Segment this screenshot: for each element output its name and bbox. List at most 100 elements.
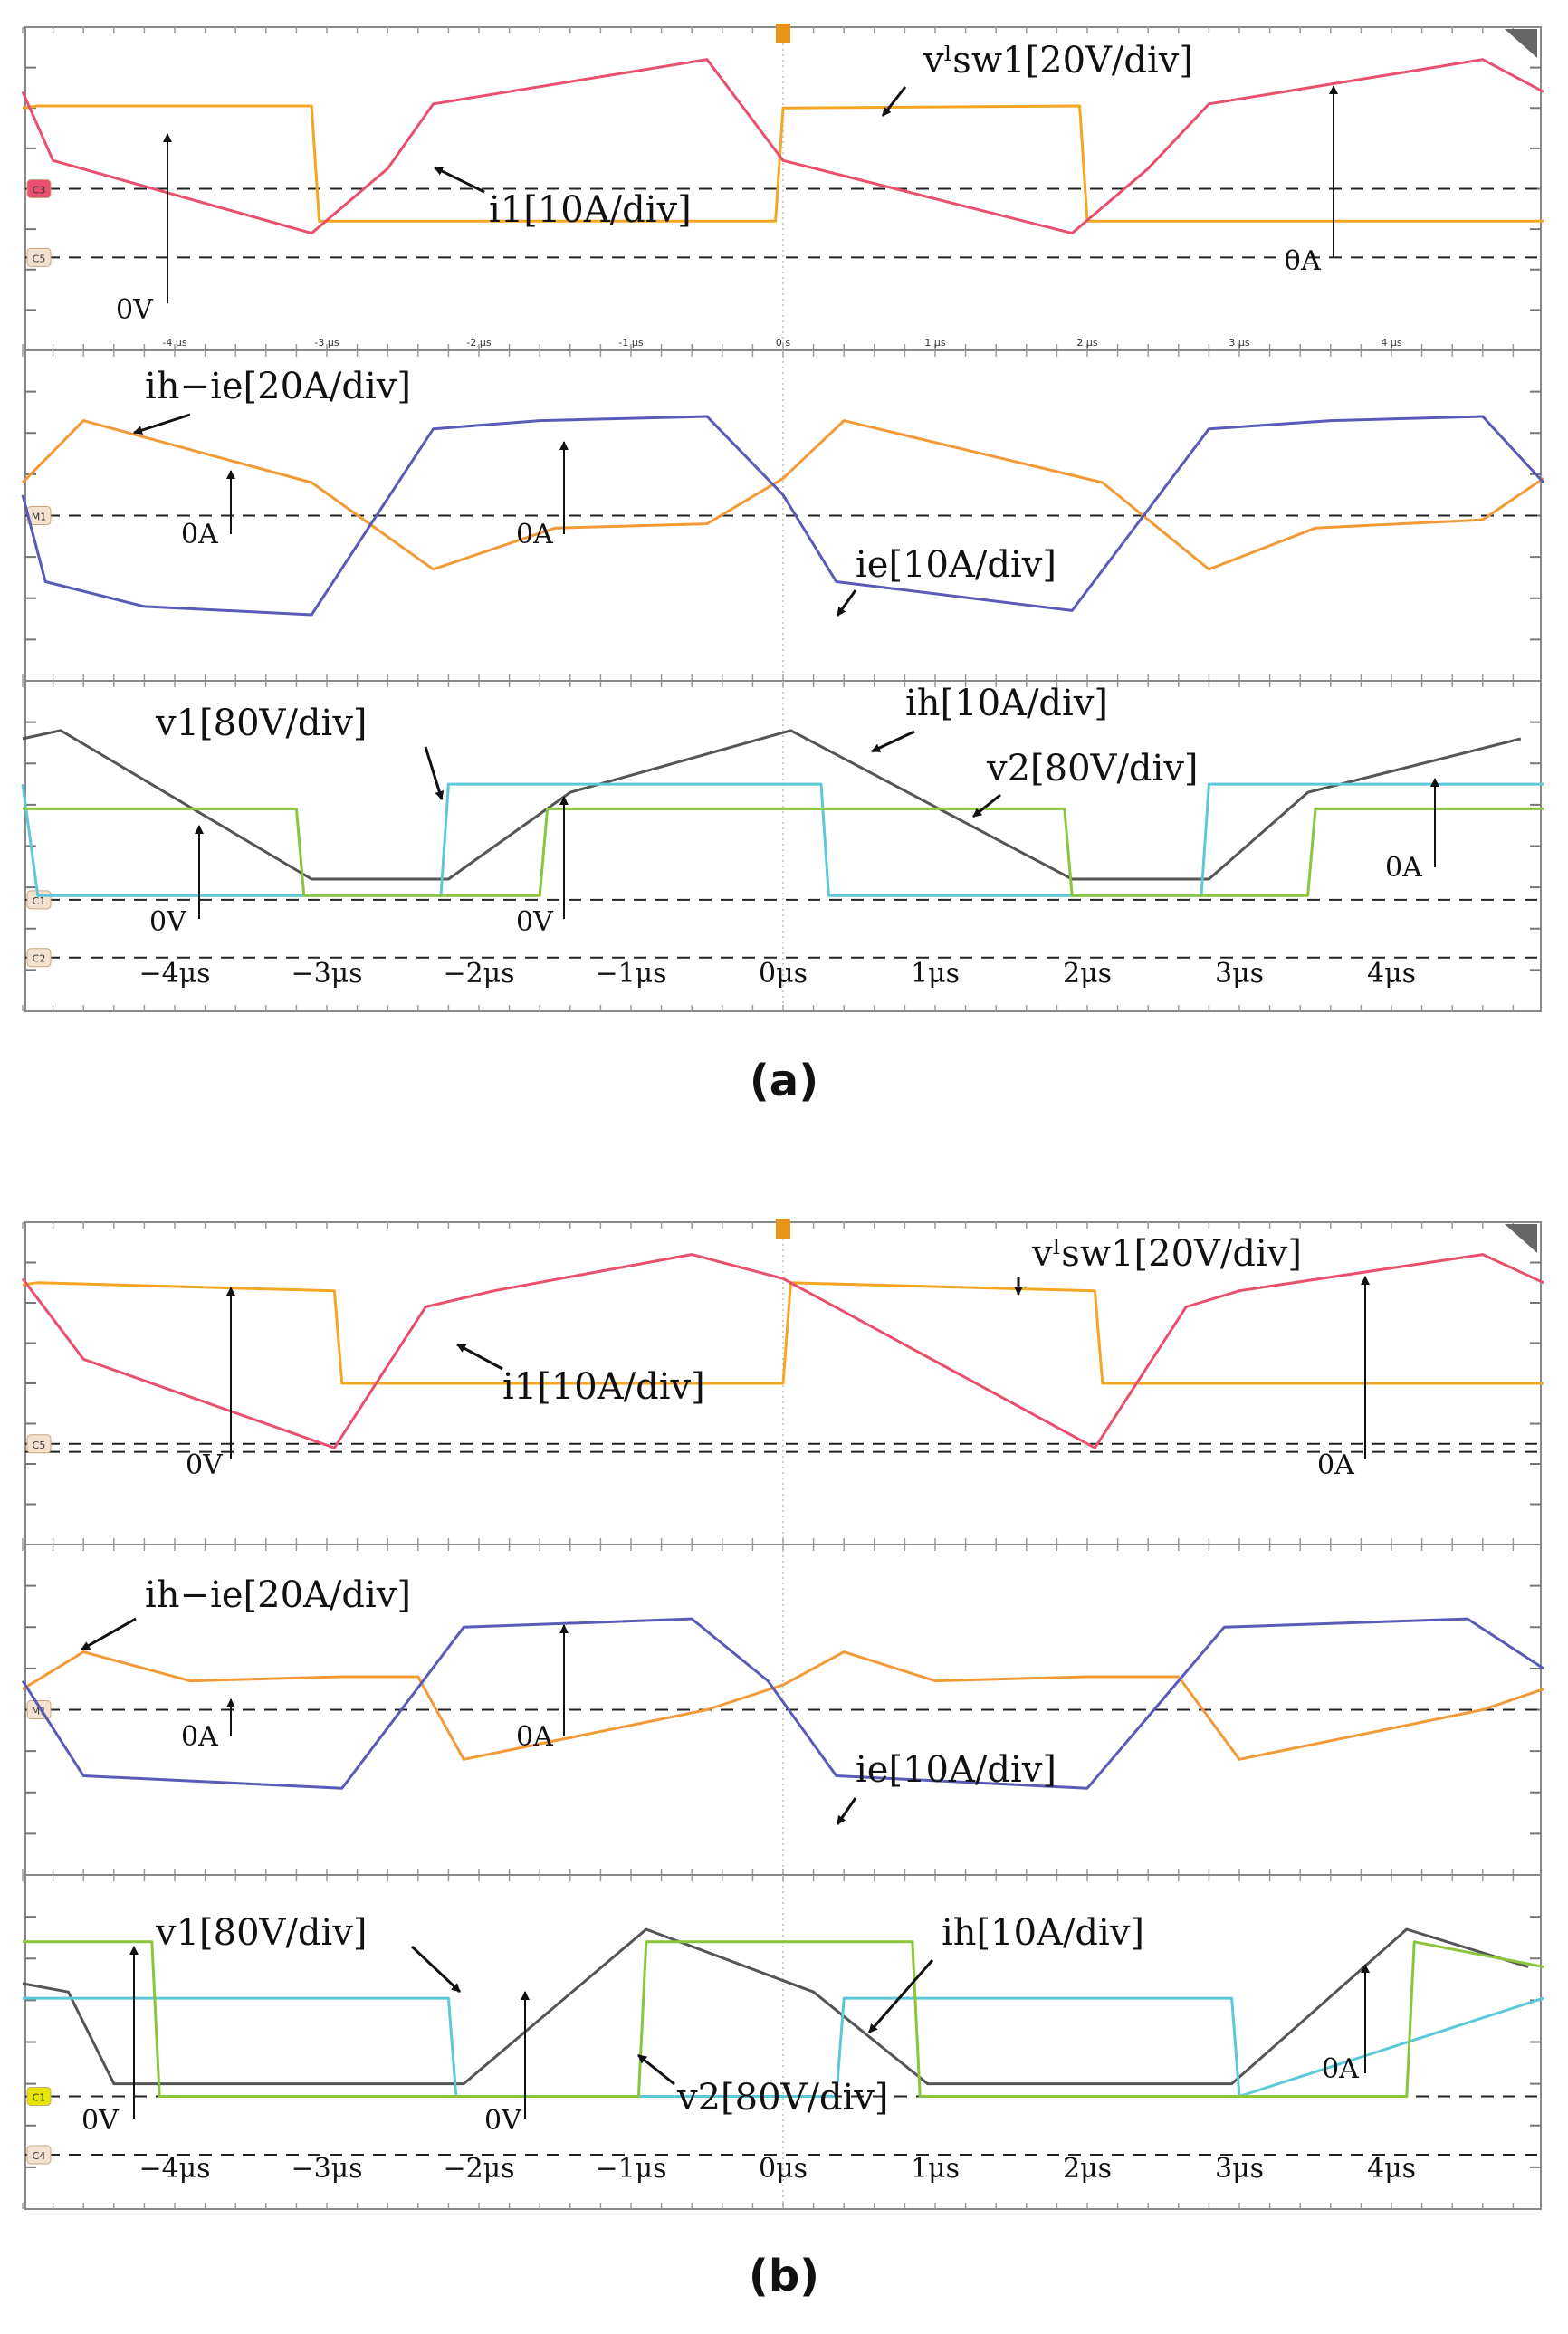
figure-caption: (a) [750, 1056, 818, 1106]
time-axis-label: 4μs [1367, 958, 1416, 990]
scope-tick-label: 4 µs [1381, 337, 1401, 349]
time-axis-label: 0μs [759, 958, 808, 990]
scope-tick-label: -2 µs [466, 337, 491, 349]
panel-1: C5 [21, 1221, 1544, 1545]
series-line-1 [21, 415, 1545, 617]
time-axis-label: 2μs [1063, 2153, 1112, 2185]
marker-label: C5 [33, 1440, 46, 1451]
annotation-zero-v-1: 0V [149, 906, 187, 938]
time-axis-label: −2μs [443, 958, 514, 990]
scope-tick-label: 1 µs [924, 337, 945, 349]
annotation-arrow [133, 413, 191, 435]
panel-3: C1 C2 [21, 680, 1544, 1012]
annotation-i1: i1[10A/div] [489, 189, 692, 231]
annotation-i1: i1[10A/div] [502, 1366, 705, 1408]
annotation-arrow [81, 1617, 137, 1651]
panel-1: C3 C5 [21, 26, 1544, 351]
annotation-ie: ie[10A/div] [856, 544, 1056, 586]
annotation-zero-v: 0V [116, 294, 154, 326]
trigger-marker [776, 1219, 790, 1239]
series-line-0 [21, 419, 1544, 571]
time-axis-label: 1μs [911, 2153, 960, 2185]
marker-box [26, 247, 52, 267]
marker-label: C1 [33, 895, 46, 907]
annotation-ih: ih[10A/div] [942, 1912, 1144, 1954]
time-axis-label: 2μs [1063, 958, 1112, 990]
annotation-arrow [836, 589, 857, 617]
series-line-0 [22, 729, 1522, 881]
annotation-vsw1: vˡsw1[20V/div] [1031, 1233, 1302, 1275]
annotation-arrow [867, 1959, 934, 2033]
panel-3: C1 C4 [22, 1874, 1544, 2210]
annotation-zero-a-1: 0A [181, 1721, 218, 1753]
series-line-1 [23, 1996, 1544, 2098]
series-line-1 [21, 1617, 1544, 1790]
channel-marker: M1 [26, 1700, 52, 1719]
marker-box [26, 1434, 52, 1454]
annotation-v1: v1[80V/div] [155, 1912, 368, 1954]
figure-caption: (b) [749, 2251, 819, 2301]
channel-marker: C5 [26, 1434, 52, 1454]
channel-marker: C1 [26, 890, 52, 910]
time-axis-label: 3μs [1215, 958, 1264, 990]
time-axis-label: −4μs [139, 2153, 210, 2185]
annotation-arrow [881, 86, 907, 117]
annotation-zero-v-2: 0V [516, 906, 554, 938]
annotation-arrow [410, 1945, 462, 1994]
series-line-2 [23, 1940, 1544, 2098]
marker-box [26, 179, 52, 198]
annotation-arrow [434, 166, 485, 194]
annotation-ie: ie[10A/div] [856, 1749, 1056, 1791]
annotation-zero-a-2: 0A [516, 519, 553, 550]
series-line-1 [21, 58, 1544, 235]
time-axis-label: −1μs [595, 958, 666, 990]
scope-tick-label: 3 µs [1229, 337, 1249, 349]
annotation-zero-a: 0A [1317, 1449, 1354, 1481]
series-line-0 [22, 1927, 1529, 2086]
scope-tick-label: -4 µs [162, 337, 186, 349]
marker-box [26, 2086, 52, 2106]
annotation-zero-a: 0A [1284, 245, 1321, 277]
time-axis-label: 0μs [759, 2153, 808, 2185]
scope-tick-label: -1 µs [618, 337, 643, 349]
marker-label: C5 [33, 253, 46, 264]
annotation-v1: v1[80V/div] [155, 703, 368, 744]
series-line-0 [22, 1650, 1544, 1761]
annotation-v2: v2[80V/div] [986, 748, 1199, 789]
marker-label: C1 [33, 2091, 46, 2103]
annotation-ih-ie: ih−ie[20A/div] [145, 366, 411, 407]
series-line-2 [23, 807, 1544, 897]
channel-marker: C5 [26, 247, 52, 267]
marker-box [26, 948, 52, 968]
annotation-zero-v-2: 0V [484, 2105, 522, 2137]
annotation-v2: v2[80V/div] [676, 2077, 889, 2119]
time-axis-label: 4μs [1367, 2153, 1416, 2185]
time-axis-label: 3μs [1215, 2153, 1264, 2185]
corner-marker [1505, 1224, 1537, 1253]
annotation-zero-a: 0A [1385, 852, 1422, 884]
channel-marker: C1 [26, 2086, 52, 2106]
annotation-arrow [836, 1797, 857, 1825]
time-axis-label: −2μs [443, 2153, 514, 2185]
annotation-arrow [972, 793, 1001, 818]
marker-label: C3 [33, 185, 46, 196]
marker-box [26, 2145, 52, 2165]
annotation-zero-v: 0V [186, 1449, 224, 1481]
time-axis-label: −4μs [139, 958, 210, 990]
time-axis-label: −3μs [291, 2153, 362, 2185]
scope-tick-label: -3 µs [314, 337, 339, 349]
annotation-zero-a-1: 0A [181, 519, 218, 550]
channel-marker: C2 [26, 948, 52, 968]
figure-b: C5 M1 C1 C4 −4μs −3μs −2μs −1μs 0μs 1μs 2μs 3μs 4μs v… [21, 1219, 1544, 2301]
time-axis-label: −3μs [291, 958, 362, 990]
marker-label: C2 [33, 953, 46, 965]
annotation-ih-ie: ih−ie[20A/div] [145, 1574, 411, 1616]
annotation-arrow [871, 730, 915, 753]
scope-tick-label: 2 µs [1076, 337, 1097, 349]
annotation-arrow [456, 1343, 503, 1371]
annotation-zero-a: 0A [1322, 2053, 1359, 2085]
time-axis-label: 1μs [911, 958, 960, 990]
channel-marker: C4 [26, 2145, 52, 2165]
scope-tick-label: 0 s [776, 337, 790, 349]
